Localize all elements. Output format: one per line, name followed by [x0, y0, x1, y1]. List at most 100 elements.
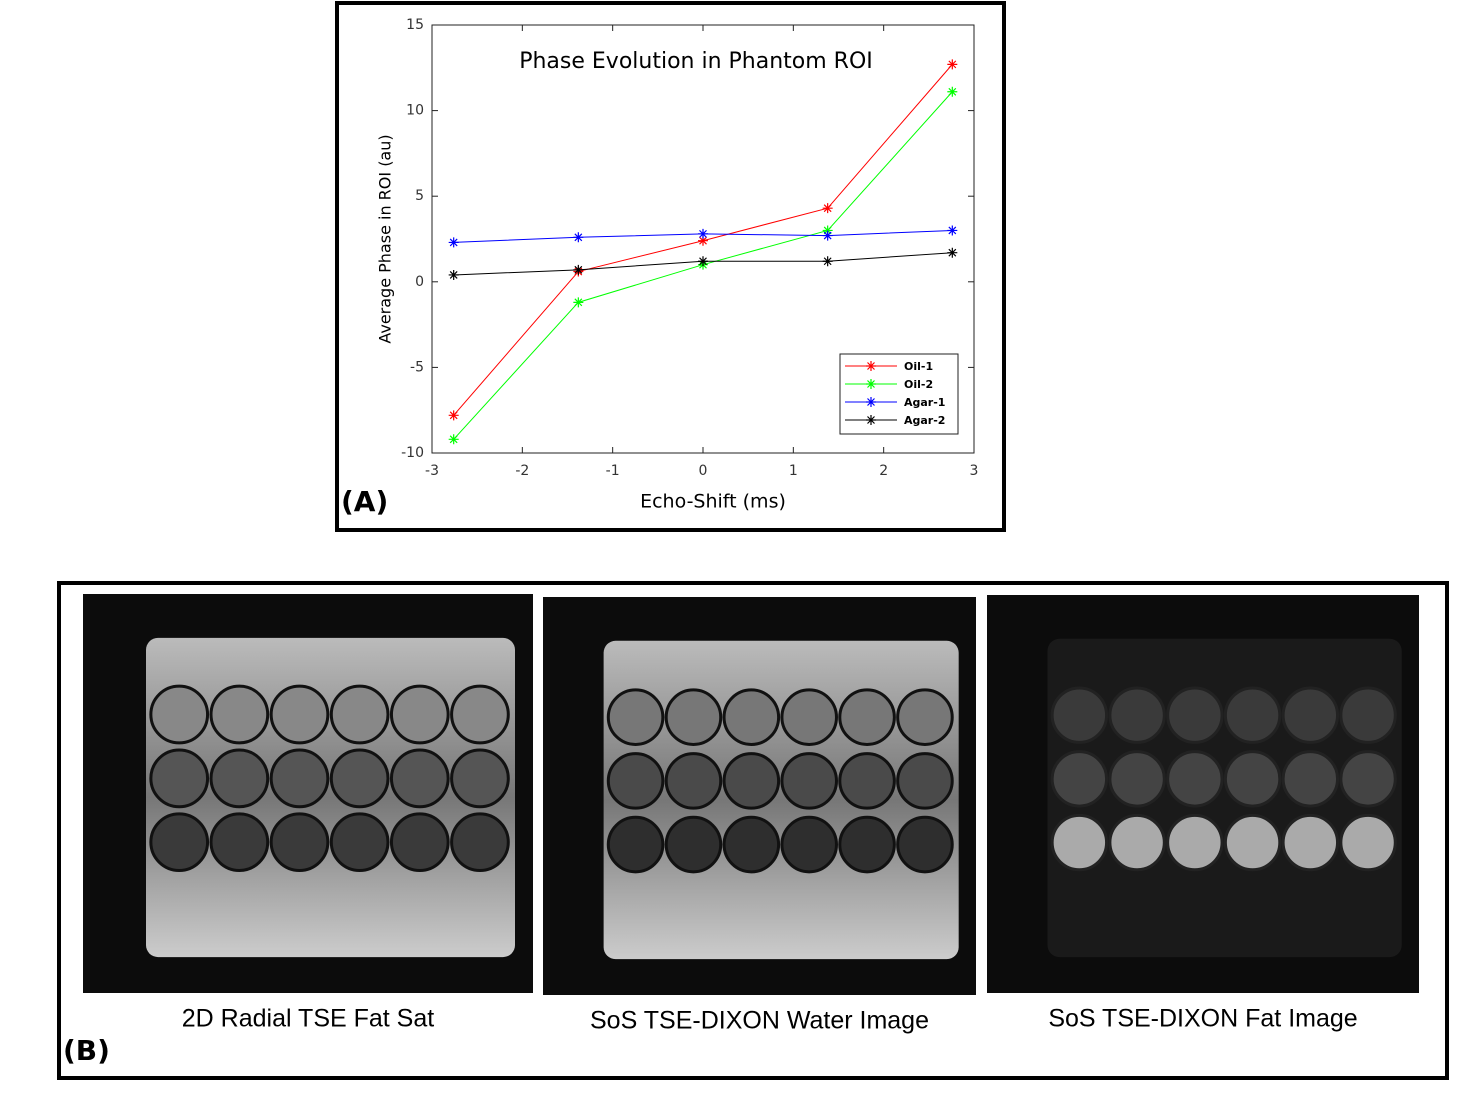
phantom-vial: [606, 688, 665, 746]
x-tick-label: 2: [879, 463, 888, 479]
legend-marker: [866, 361, 876, 371]
phantom-vial: [1223, 813, 1282, 872]
phantom-vial: [1050, 686, 1109, 744]
phantom-vial: [722, 815, 781, 874]
x-tick-label: -2: [515, 463, 529, 479]
phantom-vial: [1108, 686, 1166, 744]
phantom-vial: [1223, 686, 1282, 744]
phantom-vial: [389, 684, 450, 745]
point-marker: [573, 297, 584, 308]
phantom-vial: [269, 748, 330, 809]
legend-marker: [866, 397, 876, 407]
phantom-vial: [896, 688, 954, 746]
point-marker: [947, 86, 958, 97]
phantom-vial: [1166, 686, 1224, 744]
phantom-vial: [1281, 686, 1340, 744]
point-marker: [573, 232, 584, 243]
point-marker: [448, 410, 459, 421]
phantom-vial: [1339, 750, 1397, 808]
phantom-vial: [664, 688, 723, 746]
y-tick-label: -5: [410, 359, 424, 375]
point-marker: [698, 235, 708, 246]
phantom-vial: [664, 815, 723, 874]
legend-label: Oil-2: [904, 378, 933, 391]
phantom-vial: [780, 688, 838, 746]
point-marker: [947, 225, 958, 236]
phantom-vial: [1108, 813, 1166, 872]
phantom-vial: [1339, 813, 1397, 872]
phantom-vial: [1339, 686, 1397, 744]
x-tick-label: 3: [970, 463, 979, 479]
phantom-vial: [450, 812, 510, 873]
phantom-vial: [664, 752, 723, 810]
phantom-vial: [896, 752, 954, 810]
point-marker: [822, 256, 833, 267]
image-caption: SoS TSE-DIXON Fat Image: [1048, 1005, 1357, 1033]
phantom-vial: [450, 748, 510, 809]
phantom-vial: [329, 812, 390, 873]
y-axis-label: Average Phase in ROI (au): [376, 134, 395, 343]
phantom-vial: [722, 752, 781, 810]
point-marker: [822, 230, 833, 241]
phantom-vial: [780, 752, 838, 810]
point-marker: [947, 59, 958, 70]
phantom-vial: [606, 815, 665, 874]
x-tick-label: 1: [789, 463, 798, 479]
y-tick-label: 0: [415, 274, 424, 290]
image-caption: 2D Radial TSE Fat Sat: [182, 1005, 434, 1033]
point-marker: [947, 247, 958, 258]
phantom-vial: [149, 684, 210, 745]
x-tick-label: 0: [699, 463, 708, 479]
panel-a-frame: [335, 1, 1006, 532]
x-tick-label: -1: [606, 463, 620, 479]
point-marker: [698, 256, 708, 267]
phantom-vial: [1223, 750, 1282, 808]
legend-label: Agar-2: [904, 414, 945, 427]
phantom-vial: [838, 815, 896, 874]
phantom-vial: [149, 748, 210, 809]
point-marker: [448, 434, 459, 445]
phantom-vial: [209, 684, 270, 745]
legend-marker: [866, 379, 876, 389]
phantom-vial: [780, 815, 838, 874]
phantom-vial: [209, 812, 270, 873]
panel-label: (A): [341, 485, 388, 518]
phantom-vial: [1281, 750, 1340, 808]
phantom-vial: [606, 752, 665, 810]
phantom-vial: [450, 684, 510, 745]
phantom-vial: [269, 812, 330, 873]
point-marker: [448, 269, 459, 280]
phantom-vial: [329, 684, 390, 745]
point-marker: [698, 228, 708, 239]
phantom-vial: [329, 748, 390, 809]
chart-title: Phase Evolution in Phantom ROI: [519, 49, 873, 74]
phantom-vial: [838, 752, 896, 810]
phantom-vial: [389, 748, 450, 809]
phantom-vial: [896, 815, 954, 874]
phantom-vial: [149, 812, 210, 873]
image-row: [83, 594, 1419, 995]
legend-label: Oil-1: [904, 360, 933, 373]
x-axis-label: Echo-Shift (ms): [640, 491, 786, 513]
phantom-vial: [1166, 813, 1224, 872]
phantom-vial: [389, 812, 450, 873]
image-caption: SoS TSE-DIXON Water Image: [590, 1007, 929, 1035]
phantom-vial: [209, 748, 270, 809]
point-marker: [822, 225, 833, 236]
phantom-vial: [1281, 813, 1340, 872]
phantom-vial: [1050, 813, 1109, 872]
y-tick-label: 15: [406, 17, 424, 33]
legend-label: Agar-1: [904, 396, 945, 409]
y-tick-label: 10: [406, 103, 424, 119]
phantom-vial: [1108, 750, 1166, 808]
phantom-vial: [722, 688, 781, 746]
phantom-vial: [1050, 750, 1109, 808]
point-marker: [822, 203, 833, 214]
phantom-vial: [269, 684, 330, 745]
y-tick-label: -10: [401, 445, 424, 461]
point-marker: [573, 264, 584, 275]
legend-box: [839, 353, 959, 435]
legend-marker: [866, 415, 876, 425]
